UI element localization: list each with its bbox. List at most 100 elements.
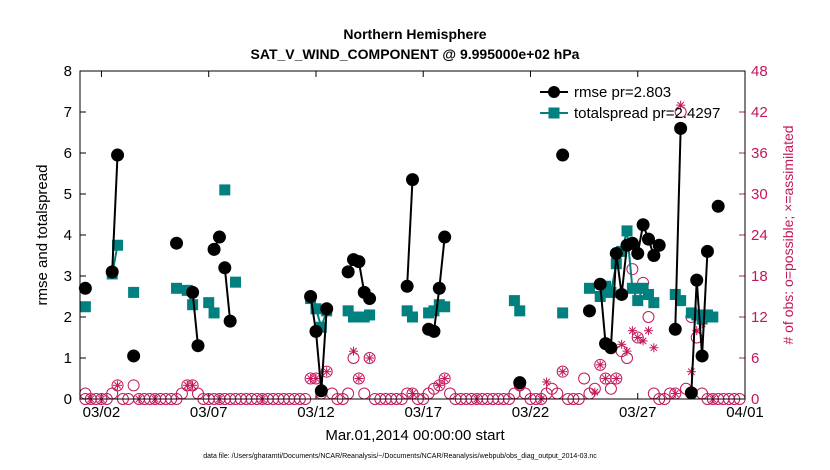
spread-point <box>675 295 687 307</box>
obs-assimilated-point <box>322 367 332 377</box>
rmse-point <box>127 349 141 363</box>
chart-subtitle: SAT_V_WIND_COMPONENT @ 9.995000e+02 hPa <box>251 46 580 62</box>
spread-point <box>605 286 617 298</box>
rmse-point <box>304 290 318 303</box>
spread-point <box>171 282 183 294</box>
rmse-point <box>320 302 334 316</box>
spread-point <box>439 301 451 313</box>
spread-point <box>514 305 526 317</box>
obs-possible-point <box>556 365 569 378</box>
legend-rmse-label: rmse pr=2.803 <box>574 84 671 101</box>
obs-assimilated-point <box>676 100 686 110</box>
obs-assimilated-point <box>558 367 568 377</box>
spread-point <box>648 297 660 309</box>
y-tick-label: 0 <box>64 391 72 408</box>
spread-point <box>128 286 140 298</box>
rmse-point <box>363 292 377 306</box>
x-tick-label: 03/27 <box>619 404 657 421</box>
obs-possible-point <box>610 372 623 385</box>
spread-point <box>315 321 327 333</box>
y-tick-label: 8 <box>64 63 72 80</box>
obs-possible-point <box>111 379 124 392</box>
rmse-line <box>406 179 414 287</box>
obs-assimilated-point <box>188 380 198 390</box>
y-right-tick-label: 30 <box>751 186 768 203</box>
spread-point <box>583 282 595 294</box>
obs-assimilated-point <box>349 346 359 356</box>
y-tick-label: 3 <box>64 268 72 285</box>
y-tick-label: 6 <box>64 145 72 162</box>
spread-point <box>203 297 215 309</box>
y-right-tick-label: 0 <box>751 391 759 408</box>
x-tick-label: 03/12 <box>297 404 335 421</box>
obs-assimilated-point <box>354 374 364 383</box>
obs-possible-point <box>642 311 655 323</box>
rmse-point <box>700 244 714 258</box>
y-right-tick-label: 24 <box>751 227 768 244</box>
obs-assimilated-point <box>611 374 621 383</box>
legend-spread-label: totalspread pr=2.4297 <box>574 105 720 122</box>
rmse-point <box>668 322 682 336</box>
y-axis-right-label: # of obs: o=possible; ×=assimilated <box>780 125 796 344</box>
obs-possible-point <box>604 382 617 395</box>
y-tick-label: 2 <box>64 309 72 326</box>
rmse-point <box>309 324 323 338</box>
obs-assimilated-point <box>440 374 450 383</box>
spread-point <box>79 301 91 313</box>
obs-possible-point <box>352 372 365 385</box>
rmse-point <box>652 238 666 252</box>
rmse-point <box>406 173 419 187</box>
obs-assimilated-point <box>627 326 637 336</box>
obs-assimilated-point <box>590 387 600 397</box>
obs-possible-point <box>594 358 607 371</box>
y-axis-left-label: rmse and totalspread <box>34 165 51 306</box>
rmse-point <box>218 261 232 275</box>
rmse-point <box>684 386 698 400</box>
x-tick-label: 03/07 <box>190 404 228 421</box>
spread-point <box>219 184 231 196</box>
spread-point <box>626 282 638 294</box>
rmse-point <box>400 279 414 293</box>
rmse-point <box>78 281 92 295</box>
spread-point <box>187 299 199 311</box>
rmse-point <box>186 285 200 299</box>
obs-assimilated-point <box>542 377 552 387</box>
spread-point <box>112 239 124 251</box>
obs-possible-point <box>127 379 140 392</box>
rmse-point <box>427 324 441 338</box>
rmse-line <box>690 251 709 393</box>
y-right-tick-label: 12 <box>751 309 768 326</box>
obs-assimilated-point <box>670 389 680 399</box>
plot-frame <box>79 70 746 400</box>
obs-assimilated-point <box>638 336 648 346</box>
rmse-point <box>674 121 688 135</box>
rmse-point <box>711 199 725 213</box>
rmse-point <box>432 281 446 295</box>
y-right-tick-label: 6 <box>751 350 759 367</box>
obs-assimilated-point <box>649 343 659 353</box>
spread-point <box>508 295 520 307</box>
legend: rmse pr=2.803 totalspread pr=2.4297 <box>540 84 720 122</box>
spread-point <box>401 305 413 317</box>
obs-assimilated-point <box>408 389 417 399</box>
series-rmse <box>78 121 725 400</box>
y-axis-right-ticks: 0 6 12 18 24 30 36 42 48 <box>739 63 768 408</box>
y-axis-left-ticks: 0 1 2 3 4 5 6 7 8 <box>64 63 86 408</box>
rmse-point <box>690 273 704 287</box>
obs-possible-point <box>363 352 376 364</box>
rmse-point <box>593 277 607 291</box>
y-tick-label: 5 <box>64 186 72 203</box>
obs-possible-point <box>578 372 591 385</box>
y-tick-label: 4 <box>64 227 72 244</box>
spread-point <box>342 305 354 317</box>
rmse-point <box>352 255 366 269</box>
obs-possible-point <box>626 263 639 276</box>
obs-assimilated-point <box>365 353 375 363</box>
obs-assimilated-point <box>113 380 123 390</box>
y-tick-label: 1 <box>64 350 72 367</box>
rmse-point <box>105 265 119 279</box>
obs-assimilated-point <box>622 346 632 356</box>
rmse-line <box>309 296 328 391</box>
legend-spread-marker <box>548 107 560 119</box>
